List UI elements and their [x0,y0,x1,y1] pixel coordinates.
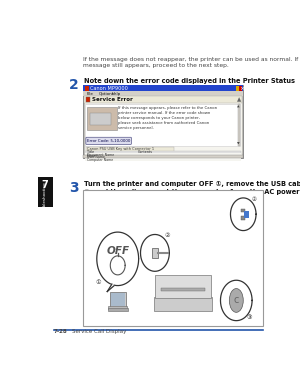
Bar [161,288,205,291]
Bar [238,86,240,91]
Bar [83,91,243,96]
FancyBboxPatch shape [155,275,211,298]
Bar [90,113,111,125]
Bar [87,107,117,130]
Bar [108,308,128,311]
Text: Title: Title [88,151,95,154]
Text: Troubleshooting: Troubleshooting [43,182,47,215]
Text: ②: ② [252,197,256,202]
Bar [242,209,245,212]
Text: Service Call Display: Service Call Display [72,329,127,334]
Text: Help: Help [112,92,121,96]
Bar [85,153,241,156]
Bar [110,292,126,307]
Text: Canon MP9000: Canon MP9000 [90,86,128,91]
Bar [244,211,249,218]
Text: ②: ② [165,234,170,239]
Text: Document Name: Document Name [88,152,115,156]
Bar [236,86,239,91]
Text: ▲: ▲ [237,97,241,102]
Polygon shape [107,284,114,291]
Text: ×: × [239,86,244,91]
Text: 2: 2 [69,78,78,92]
Text: Done: Done [86,154,96,158]
Bar [85,151,241,154]
Text: c: c [234,295,239,305]
Bar [110,293,125,306]
Bar [152,248,158,258]
Bar [83,155,243,158]
Bar [85,147,174,152]
Bar [85,86,89,91]
Text: Error Code: 5,10,0000: Error Code: 5,10,0000 [87,139,130,143]
Bar [239,86,242,91]
Text: Options: Options [99,92,115,96]
Bar [154,296,212,311]
Bar [83,85,243,91]
Text: ①: ① [96,280,101,285]
Text: ▼: ▼ [238,142,240,146]
Bar [83,190,263,326]
Text: 7: 7 [42,180,48,190]
Text: 3: 3 [69,181,78,195]
Bar [85,158,241,161]
Bar [84,96,242,156]
Text: If the message does not reappear, the printer can be used as normal. If the erro: If the message does not reappear, the pr… [83,57,300,68]
Bar [238,104,240,146]
Text: Canon PSU USB Key with Connector 1: Canon PSU USB Key with Connector 1 [88,147,154,151]
Text: File: File [86,92,93,96]
FancyBboxPatch shape [86,137,131,144]
Bar [85,97,90,102]
Text: Contents: Contents [137,151,152,154]
Text: Computer Name: Computer Name [88,158,114,162]
Bar [83,85,243,158]
Text: ③: ③ [247,315,253,320]
Text: OFF: OFF [106,246,129,256]
Text: Turn the printer and computer OFF ①, remove the USB cable
②, and then disconnect: Turn the printer and computer OFF ①, rem… [84,181,300,203]
Text: If this message appears, please refer to the Canon
printer service manual. If th: If this message appears, please refer to… [118,106,218,130]
Bar [84,96,242,103]
Text: Note down the error code displayed in the Printer Status
Window.: Note down the error code displayed in th… [84,78,295,91]
Text: User Name: User Name [88,155,106,159]
Text: 7-28: 7-28 [54,329,68,334]
Bar [108,306,127,309]
Bar [38,177,52,207]
Bar [85,104,241,146]
Ellipse shape [229,289,243,312]
Text: Service Error: Service Error [92,97,132,102]
Text: ▲: ▲ [238,105,240,108]
Bar [242,216,245,220]
